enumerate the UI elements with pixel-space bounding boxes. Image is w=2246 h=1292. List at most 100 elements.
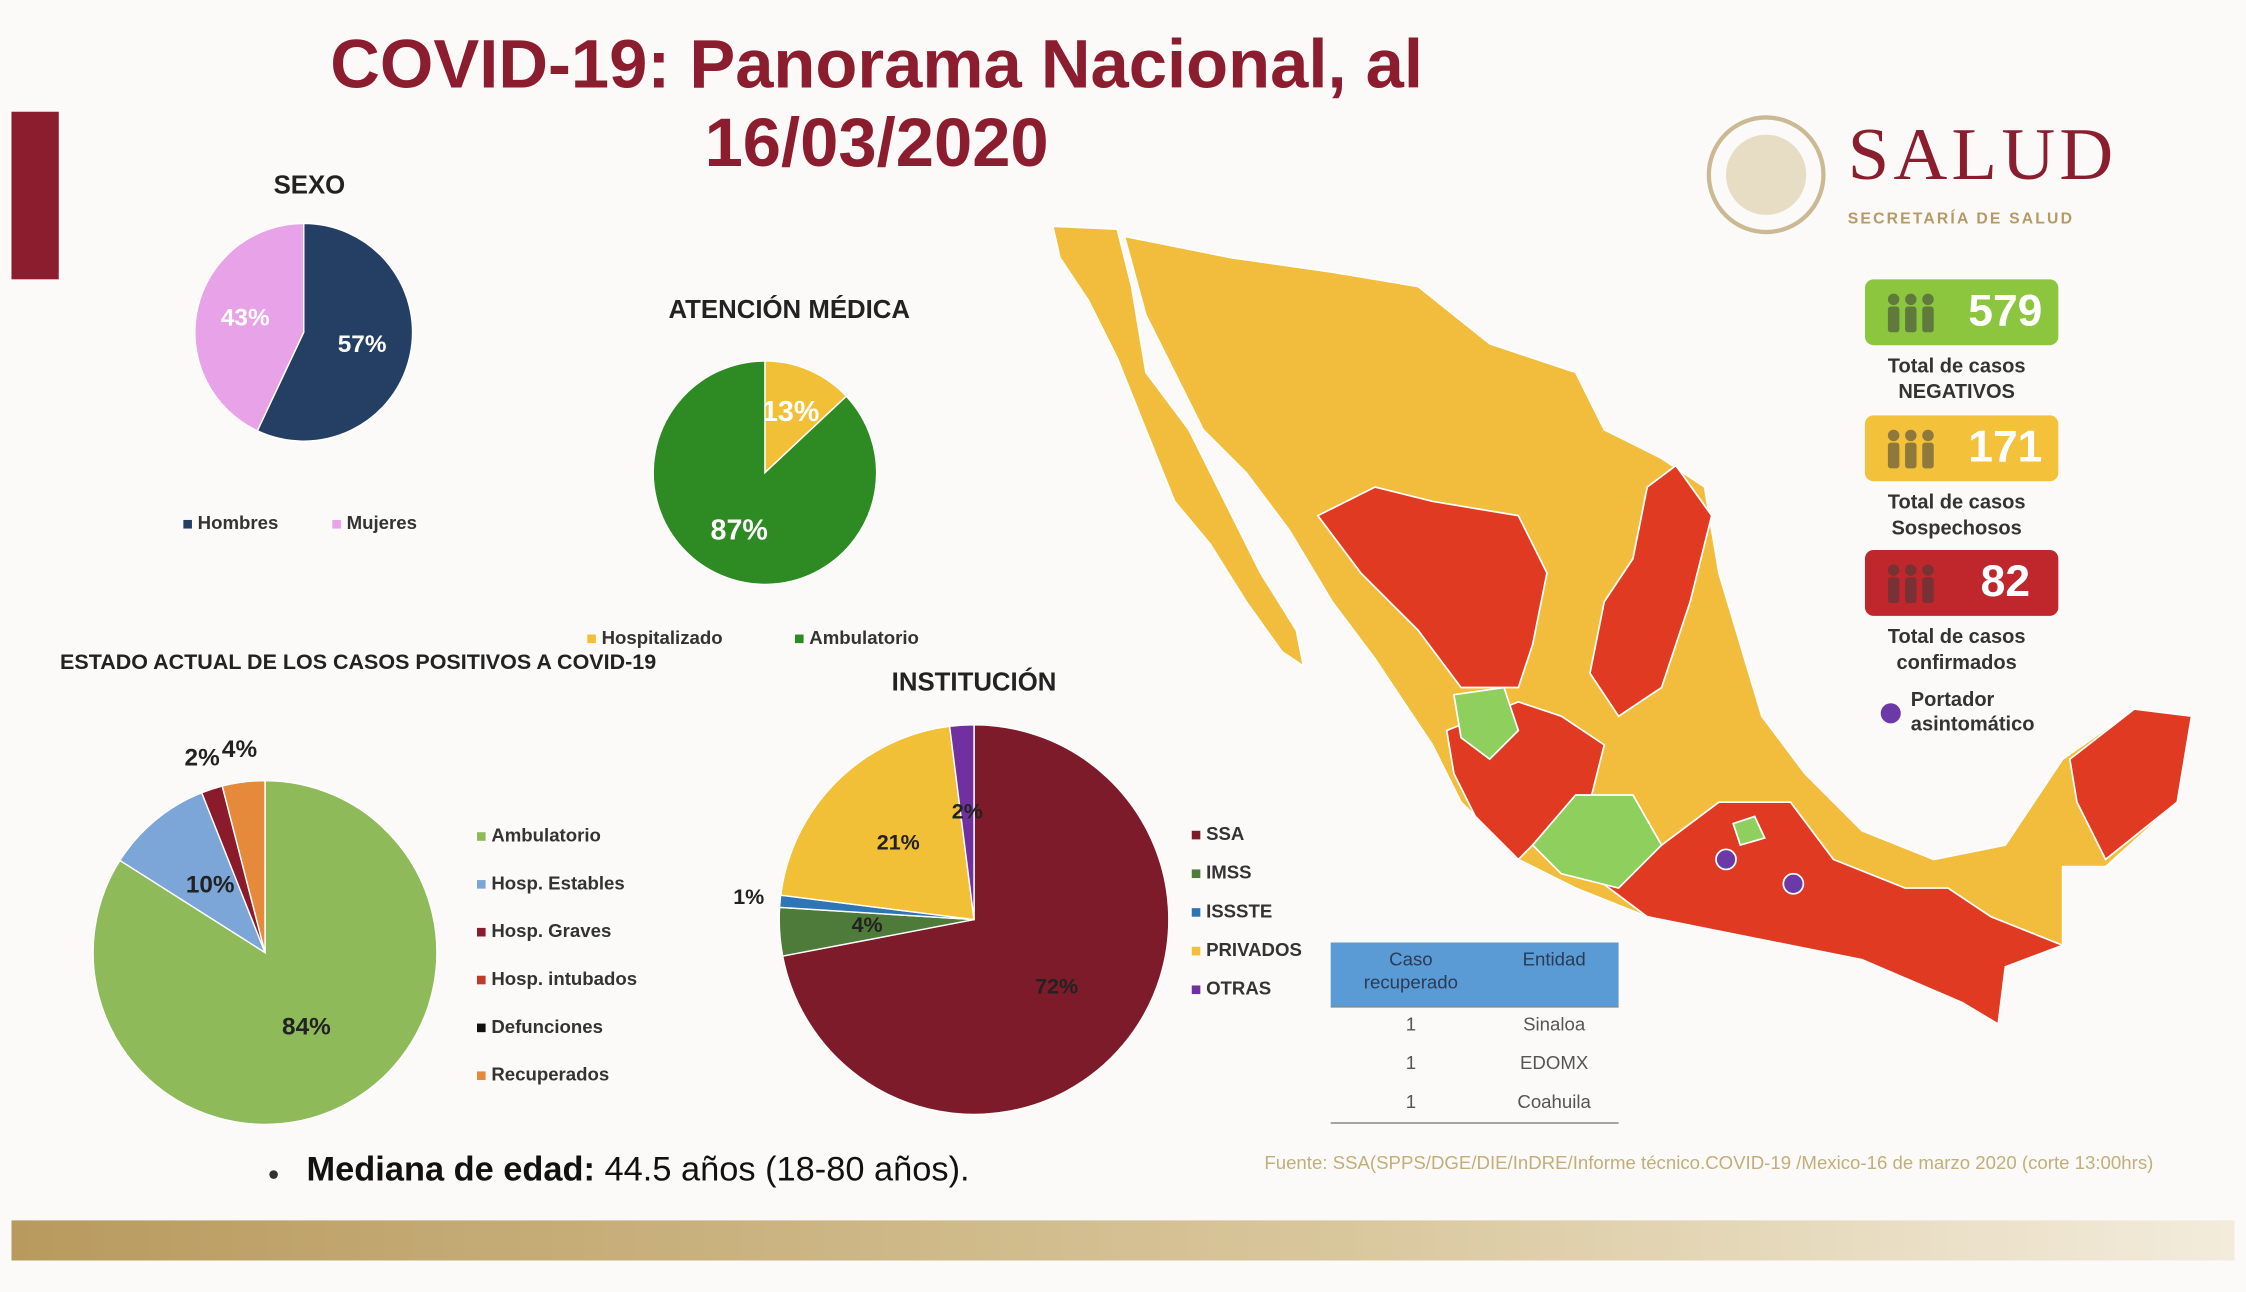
data-label: 21% bbox=[877, 830, 920, 854]
legend-label: Hombres bbox=[198, 512, 279, 533]
legend-swatch bbox=[477, 1023, 486, 1033]
legend-label: ISSSTE bbox=[1206, 900, 1272, 921]
legend-swatch bbox=[1191, 985, 1201, 995]
table-header bbox=[1330, 942, 1619, 1007]
pie-slice bbox=[221, 779, 266, 953]
table-cell: Sinaloa bbox=[1523, 1014, 1586, 1035]
footer-band bbox=[11, 1220, 2235, 1261]
pie-slice bbox=[194, 222, 305, 432]
data-label: 43% bbox=[221, 305, 270, 332]
people-icon bbox=[1905, 429, 1917, 442]
stat-label-box: Total de casos NEGATIVOS bbox=[1887, 353, 2026, 403]
pie-slice bbox=[781, 724, 1170, 1116]
map-region bbox=[2068, 708, 2193, 861]
people-icon bbox=[1905, 293, 1917, 306]
stat-label: Total de casos confirmados bbox=[1887, 624, 2026, 674]
logo-name: SALUD bbox=[1848, 114, 2118, 196]
data-label: 10% bbox=[186, 872, 235, 899]
legend-label: Mujeres bbox=[347, 512, 417, 533]
table-header-cell: Entidad bbox=[1522, 948, 1586, 970]
stat-label-box: Total de casos confirmados bbox=[1887, 624, 2026, 674]
legend-swatch bbox=[1191, 830, 1201, 840]
people-icon bbox=[1922, 429, 1934, 442]
legend-swatch bbox=[794, 634, 804, 644]
people-icon bbox=[1922, 442, 1934, 469]
legend-swatch bbox=[183, 519, 192, 529]
people-icon bbox=[1922, 577, 1934, 604]
legend-swatch bbox=[587, 634, 596, 644]
legend-swatch bbox=[477, 975, 486, 985]
legend-swatch bbox=[1191, 908, 1201, 917]
table-header-box: Entidad bbox=[1522, 948, 1586, 970]
people-icon bbox=[1922, 564, 1934, 576]
chart-title: ATENCIÓN MÉDICA bbox=[668, 295, 911, 324]
table-cell: 1 bbox=[1406, 1091, 1416, 1112]
carrier-dot bbox=[1715, 848, 1737, 871]
table: Caso recuperado Entidad 1 Sinaloa 1 EDOMX 1 Coa… bbox=[1363, 948, 1592, 1112]
median-label: Mediana de edad: bbox=[306, 1150, 595, 1189]
emblem bbox=[1706, 115, 1826, 235]
median: Mediana de edad: 44.5 años (18-80 años). bbox=[307, 1150, 1195, 1190]
legend-swatch bbox=[477, 880, 486, 889]
people-icon bbox=[1887, 306, 1900, 333]
people-icon bbox=[1922, 293, 1934, 306]
people-icon bbox=[1887, 293, 1900, 306]
emblem-core bbox=[1726, 134, 1807, 215]
median-text: 44.5 años (18-80 años). bbox=[604, 1150, 970, 1189]
data-label: 84% bbox=[282, 1013, 331, 1040]
map-region bbox=[1452, 686, 1520, 761]
map-region bbox=[1531, 794, 1663, 890]
people-icon bbox=[1887, 442, 1900, 469]
map-region bbox=[1588, 801, 2066, 1026]
stat-label: Total de casos NEGATIVOS bbox=[1887, 353, 2026, 403]
source: Fuente: SSA(SPPS/DGE/DIE/InDRE/Informe t… bbox=[1264, 1151, 2154, 1174]
pie-slice bbox=[652, 360, 878, 586]
legend-label: PRIVADOS bbox=[1206, 939, 1302, 960]
stat-value: 579 bbox=[1968, 286, 2042, 335]
people-icon bbox=[1887, 564, 1900, 576]
table-header-cell: Caso recuperado bbox=[1363, 948, 1459, 993]
legend-label: Hospitalizado bbox=[602, 627, 723, 648]
map bbox=[1051, 225, 2193, 1026]
median-box: Mediana de edad: 44.5 años (18-80 años). bbox=[307, 1150, 1195, 1190]
stat-label-box: Total de casos Sospechosos bbox=[1888, 490, 2026, 539]
legend-swatch bbox=[1191, 946, 1201, 956]
data-label: 4% bbox=[222, 736, 257, 763]
legend-swatch bbox=[332, 519, 341, 529]
legend-label: Defunciones bbox=[491, 1016, 603, 1037]
table-cell: 1 bbox=[1406, 1014, 1416, 1035]
table-cell: EDOMX bbox=[1520, 1052, 1589, 1073]
chart-title: ESTADO ACTUAL DE LOS CASOS POSITIVOS A C… bbox=[60, 650, 657, 675]
source-box: Fuente: SSA(SPPS/DGE/DIE/InDRE/Informe t… bbox=[1264, 1151, 2154, 1174]
legend-swatch bbox=[1191, 869, 1201, 879]
pie-slice bbox=[779, 725, 975, 921]
chart-title-box: INSTITUCIÓN bbox=[891, 667, 1057, 697]
chart-title-box: SEXO bbox=[273, 170, 346, 200]
legend-label: IMSS bbox=[1206, 862, 1252, 883]
chart-title: SEXO bbox=[273, 170, 346, 200]
data-label: 87% bbox=[711, 515, 768, 547]
chart-title: INSTITUCIÓN bbox=[891, 667, 1057, 697]
legend-swatch bbox=[477, 927, 486, 937]
map-region bbox=[1051, 225, 1305, 668]
map-region bbox=[1732, 815, 1766, 847]
data-label: 2% bbox=[952, 799, 983, 823]
legend-label: Ambulatorio bbox=[491, 824, 601, 845]
table-cell: Coahuila bbox=[1517, 1091, 1591, 1112]
map-region bbox=[1589, 464, 1713, 718]
data-label: 72% bbox=[1035, 975, 1078, 999]
data-label: 13% bbox=[762, 396, 819, 428]
people-icon bbox=[1905, 564, 1917, 576]
legend-label: SSA bbox=[1206, 823, 1244, 844]
title-box: COVID-19: Panorama Nacional, al 16/03/20… bbox=[330, 27, 1423, 182]
people-icon bbox=[1887, 429, 1900, 442]
legend-label: OTRAS bbox=[1206, 978, 1271, 999]
table-cell: 1 bbox=[1406, 1052, 1416, 1073]
people-icon bbox=[1905, 442, 1917, 469]
legend-dot bbox=[1880, 703, 1901, 724]
map-region bbox=[1316, 486, 1548, 689]
legend-swatch bbox=[477, 1071, 486, 1081]
legend-label: Hosp. Graves bbox=[491, 920, 611, 941]
data-label: 2% bbox=[185, 745, 220, 772]
